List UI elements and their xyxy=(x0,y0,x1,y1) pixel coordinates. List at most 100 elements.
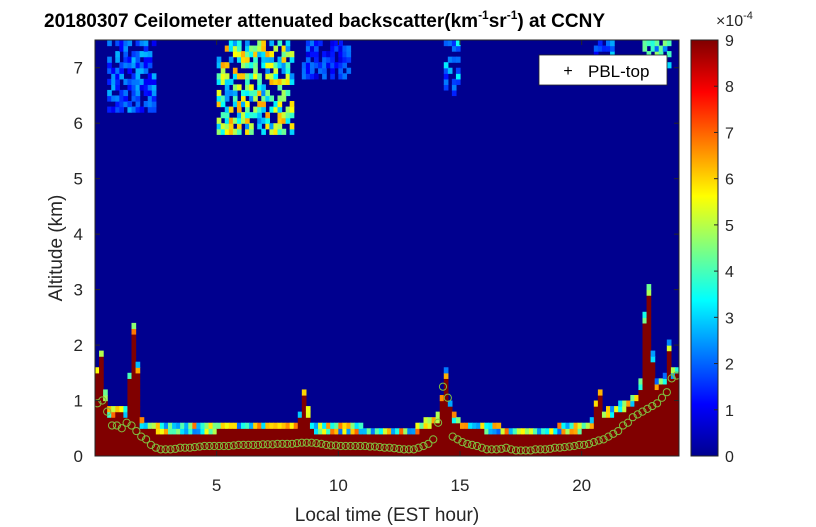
heatmap-cell xyxy=(606,450,611,456)
heatmap-cell xyxy=(455,444,461,452)
heatmap-cell xyxy=(103,444,108,452)
pbl-top-marker xyxy=(434,418,443,427)
heatmap-cell xyxy=(492,428,498,435)
heatmap-cell xyxy=(403,450,408,456)
heatmap-cell xyxy=(200,428,206,435)
heatmap-cell xyxy=(232,89,238,97)
heatmap-cell xyxy=(322,433,327,440)
heatmap-cell xyxy=(342,450,348,456)
heatmap-cell xyxy=(269,428,275,435)
heatmap-cell xyxy=(443,444,449,452)
heatmap-cell xyxy=(289,128,295,135)
heatmap-cell xyxy=(399,444,404,452)
heatmap-cell xyxy=(228,433,234,440)
heatmap-cell xyxy=(484,439,489,446)
heatmap-cell xyxy=(439,411,445,418)
heatmap-cell xyxy=(674,428,679,435)
heatmap-cell xyxy=(289,444,295,452)
heatmap-cell xyxy=(638,394,644,402)
heatmap-cell xyxy=(634,394,640,402)
heatmap-cell xyxy=(460,439,465,446)
heatmap-cell xyxy=(549,439,554,446)
heatmap-cell xyxy=(314,422,319,429)
heatmap-cell xyxy=(597,417,603,424)
heatmap-cell xyxy=(646,345,652,352)
heatmap-cell xyxy=(597,389,603,396)
heatmap-cell xyxy=(423,428,429,435)
heatmap-cell xyxy=(224,117,230,124)
heatmap-cell xyxy=(245,106,250,113)
heatmap-cell xyxy=(228,428,234,435)
heatmap-cell xyxy=(634,439,640,446)
heatmap-cell xyxy=(524,439,530,446)
heatmap-cell xyxy=(443,367,449,374)
heatmap-cell xyxy=(630,450,635,456)
heatmap-cell xyxy=(147,51,153,58)
heatmap-cell xyxy=(399,439,404,446)
heatmap-cell xyxy=(111,417,116,424)
heatmap-cell xyxy=(601,411,607,418)
heatmap-cell xyxy=(642,433,648,440)
heatmap-cell xyxy=(443,406,449,413)
heatmap-cell xyxy=(277,123,283,130)
heatmap-cell xyxy=(646,317,652,324)
heatmap-cell xyxy=(305,411,311,418)
colorbar-tick-label: 4 xyxy=(725,264,734,281)
heatmap-cell xyxy=(601,422,607,429)
pbl-top-marker xyxy=(472,441,482,451)
heatmap-cell xyxy=(334,422,339,429)
heatmap-cell xyxy=(257,106,262,113)
heatmap-cell xyxy=(326,56,331,63)
heatmap-cell xyxy=(204,433,210,440)
heatmap-cell xyxy=(188,433,193,440)
heatmap-cell xyxy=(573,433,579,440)
heatmap-cell xyxy=(670,433,676,440)
heatmap-cell xyxy=(634,433,640,440)
heatmap-cell xyxy=(512,450,518,456)
heatmap-cell xyxy=(674,417,679,424)
heatmap-cell xyxy=(180,444,185,452)
pbl-top-marker xyxy=(448,432,457,441)
heatmap-cell xyxy=(670,439,676,446)
pbl-top-marker xyxy=(614,426,623,436)
heatmap-cell xyxy=(472,422,477,429)
heatmap-cell xyxy=(573,422,579,429)
heatmap-cell xyxy=(245,450,250,456)
heatmap-cell xyxy=(524,450,530,456)
heatmap-cell xyxy=(614,450,619,456)
heatmap-cell xyxy=(135,411,141,418)
heatmap-cell xyxy=(399,428,404,435)
heatmap-cell xyxy=(435,444,441,452)
heatmap-cell xyxy=(281,450,287,456)
heatmap-cell xyxy=(139,40,145,47)
heatmap-cell xyxy=(127,422,133,429)
heatmap-cell xyxy=(443,422,449,429)
heatmap-cell xyxy=(528,428,534,435)
heatmap-cell xyxy=(334,444,339,452)
heatmap-cell xyxy=(585,422,591,429)
heatmap-cell xyxy=(236,112,242,119)
heatmap-cell xyxy=(646,328,652,335)
heatmap-cell xyxy=(265,73,270,80)
heatmap-cell xyxy=(224,73,230,80)
heatmap-cell xyxy=(257,422,262,429)
heatmap-cell xyxy=(224,112,230,119)
heatmap-cell xyxy=(115,106,120,113)
heatmap-cell xyxy=(666,356,672,363)
heatmap-cell xyxy=(261,89,266,97)
colorbar-tick-label: 8 xyxy=(725,79,734,96)
heatmap-cell xyxy=(581,450,587,456)
heatmap-cell xyxy=(330,428,335,435)
heatmap-cell xyxy=(147,62,153,69)
heatmap-cell xyxy=(99,406,104,413)
heatmap-cell xyxy=(111,428,116,435)
heatmap-cell xyxy=(224,106,230,113)
heatmap-cell xyxy=(257,101,262,108)
heatmap-cell xyxy=(654,417,660,424)
heatmap-cell xyxy=(666,400,672,407)
heatmap-cell xyxy=(650,389,656,396)
pbl-top-marker xyxy=(185,443,194,452)
heatmap-cell xyxy=(103,428,108,435)
heatmap-cell xyxy=(610,406,615,413)
heatmap-cell xyxy=(666,394,672,402)
